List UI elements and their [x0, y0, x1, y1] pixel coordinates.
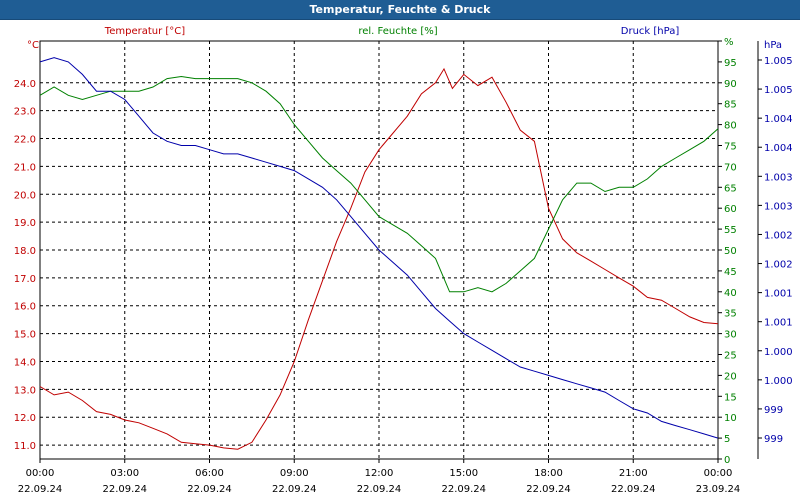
y-tick-humidity: 35 [724, 309, 737, 320]
y-tick-pressure: 1.005 [764, 56, 793, 67]
y-tick-humidity: 75 [724, 142, 737, 153]
y-tick-humidity: 30 [724, 330, 737, 341]
y-tick-temperature: 22.0 [14, 135, 36, 146]
y-tick-humidity: 90 [724, 79, 737, 90]
y-tick-pressure: 1.004 [764, 143, 793, 154]
x-tick-time: 18:00 [534, 468, 563, 479]
y-tick-pressure: 1.002 [764, 230, 793, 241]
y-tick-pressure: 1.004 [764, 114, 793, 125]
y-tick-pressure: 999 [764, 434, 783, 445]
y-tick-temperature: 20.0 [14, 190, 36, 201]
y-tick-pressure: 1.000 [764, 347, 793, 358]
y-unit-temperature: °C [27, 40, 39, 51]
y-tick-pressure: 1.003 [764, 201, 793, 212]
y-tick-humidity: 20 [724, 371, 737, 382]
series-line-humidity [39, 75, 719, 293]
legend-humidity: rel. Feuchte [%] [358, 26, 437, 37]
y-tick-temperature: 12.0 [14, 413, 36, 424]
y-tick-humidity: 80 [724, 121, 737, 132]
y-tick-temperature: 18.0 [14, 246, 36, 257]
series-line-temperature [39, 67, 719, 450]
y-tick-humidity: 40 [724, 288, 737, 299]
x-tick-time: 21:00 [619, 468, 648, 479]
x-tick-date: 22.09.24 [611, 484, 656, 495]
x-tick-date: 22.09.24 [526, 484, 571, 495]
y-tick-pressure: 999 [764, 405, 783, 416]
y-tick-pressure: 1.003 [764, 172, 793, 183]
y-tick-temperature: 24.0 [14, 79, 36, 90]
y-tick-humidity: 25 [724, 351, 737, 362]
x-tick-date: 22.09.24 [187, 484, 232, 495]
x-tick-time: 15:00 [449, 468, 478, 479]
y-tick-temperature: 23.0 [14, 107, 36, 118]
x-tick-date: 22.09.24 [357, 484, 402, 495]
y-unit-pressure: hPa [764, 40, 782, 51]
series-line-pressure [39, 57, 719, 439]
y-tick-humidity: 55 [724, 225, 737, 236]
chart-title: Temperatur, Feuchte & Druck [309, 3, 491, 16]
legend-pressure: Druck [hPa] [621, 26, 680, 37]
y-tick-pressure: 1.001 [764, 289, 793, 300]
title-bar: Temperatur, Feuchte & Druck [0, 0, 800, 20]
x-tick-date: 22.09.24 [272, 484, 317, 495]
y-tick-pressure: 1.005 [764, 85, 793, 96]
y-tick-temperature: 16.0 [14, 302, 36, 313]
x-tick-time: 00:00 [704, 468, 733, 479]
chart-area: 00:00 22.09.24 03:00 22.09.24 06:00 22.09.24 0… [0, 20, 800, 500]
y-tick-humidity: 15 [724, 392, 737, 403]
y-tick-temperature: 21.0 [14, 162, 36, 173]
y-tick-temperature: 17.0 [14, 274, 36, 285]
x-tick-time: 09:00 [280, 468, 309, 479]
y-tick-humidity: 60 [724, 204, 737, 215]
y-tick-temperature: 13.0 [14, 385, 36, 396]
y-tick-humidity: 45 [724, 267, 737, 278]
y-tick-humidity: 65 [724, 183, 737, 194]
y-tick-humidity: 10 [724, 413, 737, 424]
y-tick-temperature: 19.0 [14, 218, 36, 229]
x-tick-date: 22.09.24 [18, 484, 63, 495]
x-tick-time: 03:00 [110, 468, 139, 479]
y-tick-humidity: 50 [724, 246, 737, 257]
legend-temperature: Temperatur [°C] [104, 26, 185, 37]
x-tick-date: 22.09.24 [102, 484, 147, 495]
y-tick-humidity: 70 [724, 162, 737, 173]
y-tick-pressure: 1.000 [764, 376, 793, 387]
x-tick-time: 06:00 [195, 468, 224, 479]
x-tick-date: 22.09.24 [441, 484, 486, 495]
y-tick-humidity: 85 [724, 100, 737, 111]
x-tick-time: 00:00 [26, 468, 55, 479]
chart-svg: 00:00 22.09.24 03:00 22.09.24 06:00 22.09.24 0… [14, 26, 793, 495]
y-tick-humidity: % [724, 37, 734, 48]
y-tick-pressure: 1.002 [764, 260, 793, 271]
y-tick-pressure: 1.001 [764, 318, 793, 329]
y-tick-temperature: 15.0 [14, 330, 36, 341]
y-tick-humidity: 0 [724, 455, 730, 466]
y-tick-temperature: 11.0 [14, 441, 36, 452]
x-tick-time: 12:00 [365, 468, 394, 479]
x-tick-date: 23.09.24 [696, 484, 741, 495]
y-tick-humidity: 5 [724, 434, 730, 445]
y-tick-temperature: 14.0 [14, 357, 36, 368]
y-tick-humidity: 95 [724, 58, 737, 69]
